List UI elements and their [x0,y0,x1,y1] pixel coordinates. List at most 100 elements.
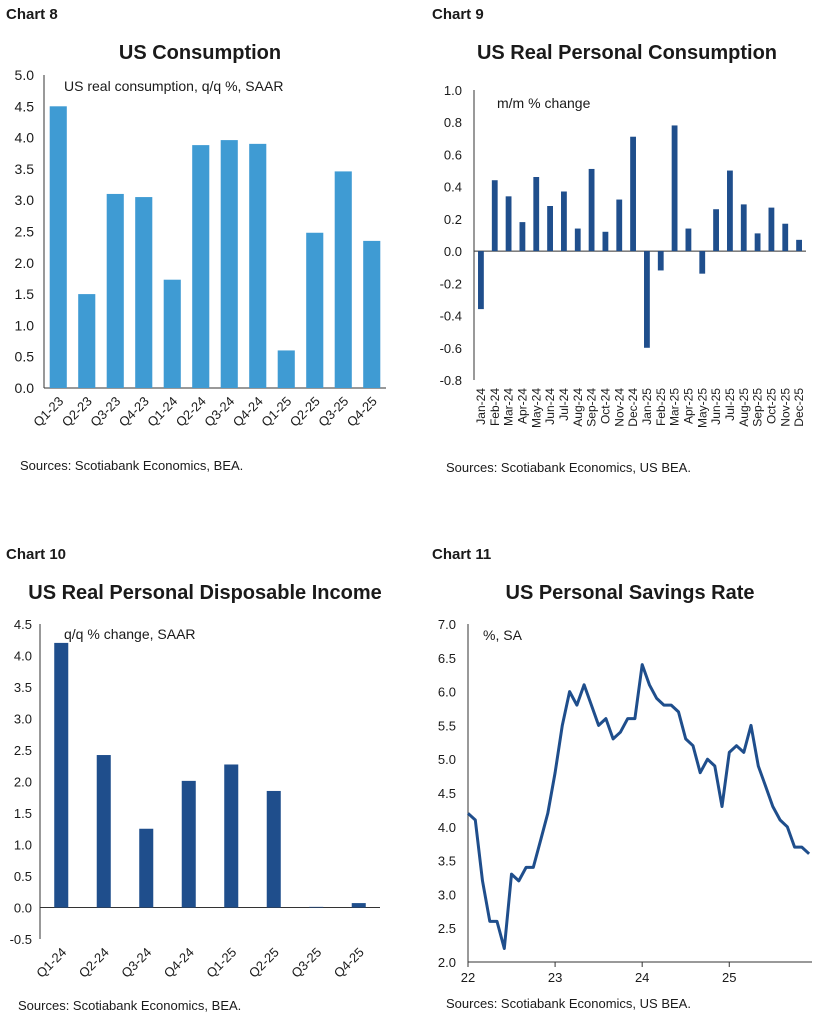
x-tick-label: Jul-25 [723,388,737,421]
bar [768,207,775,252]
chart-9-source: Sources: Scotiabank Economics, US BEA. [446,460,691,475]
x-tick-label: Nov-24 [612,388,626,427]
bar [519,222,526,252]
bar [54,642,69,908]
y-tick-label: 3.5 [15,161,35,177]
bar [478,251,484,310]
bar [533,177,540,252]
bar [139,828,154,908]
x-tick-label: Sep-24 [585,388,599,427]
x-tick-label: Q3-23 [87,394,123,430]
y-tick-label: 3.0 [14,712,32,727]
y-tick-label: 0.4 [444,180,462,195]
y-tick-label: 0.6 [444,147,462,162]
bar [224,764,239,908]
chart-11-source: Sources: Scotiabank Economics, US BEA. [446,996,691,1011]
bar [740,204,747,252]
y-tick-label: 3.0 [15,192,35,208]
y-tick-label: 0.5 [15,349,35,365]
bar [630,136,636,252]
y-tick-label: 5.5 [438,718,456,733]
y-tick-label: 1.5 [15,286,35,302]
y-tick-label: 0.0 [15,380,35,396]
x-tick-label: May-25 [695,388,709,428]
x-tick-label: Q1-23 [30,394,66,430]
x-tick-label: Jul-24 [557,388,571,421]
y-tick-label: 0.0 [444,244,462,259]
chart-8-title: US Consumption [118,42,282,64]
x-tick-label: Q1-25 [203,945,239,981]
x-tick-label: Sep-25 [751,388,765,427]
x-tick-label: Jan-25 [640,388,654,425]
y-tick-label: 0.2 [444,212,462,227]
bar [49,106,67,389]
x-tick-label: Q4-25 [331,945,367,981]
y-tick-label: 7.0 [438,617,456,632]
x-tick-label: Dec-25 [792,388,806,427]
y-tick-label: 5.0 [438,752,456,767]
series-line [466,663,811,950]
y-tick-label: 2.0 [14,775,32,790]
bar [713,209,719,252]
y-tick-label: 0.0 [14,901,32,916]
x-tick-label: Nov-25 [778,388,792,427]
y-tick-label: -0.4 [440,309,462,324]
bar [491,180,498,252]
x-tick-label: Dec-24 [626,388,640,427]
bar [727,170,733,252]
x-tick-label: 23 [548,970,562,985]
bar [96,755,111,908]
x-tick-label: Jan-24 [474,388,488,425]
x-tick-label: Q3-25 [315,394,351,430]
bar [644,251,650,348]
x-tick-label: Q3-24 [118,945,154,981]
y-tick-label: 1.0 [15,317,35,333]
bar [277,350,295,388]
bar [306,232,324,388]
bar [192,145,210,388]
x-tick-label: Q2-24 [76,945,112,981]
x-tick-label: Jun-25 [709,388,723,425]
x-tick-label: Oct-24 [598,388,612,424]
y-tick-label: 4.0 [438,820,456,835]
x-tick-label: 22 [461,970,475,985]
y-tick-label: 4.0 [14,649,32,664]
bar [266,790,281,908]
y-tick-label: 3.5 [14,680,32,695]
y-tick-label: 5.0 [15,67,35,83]
chart-10-label: Chart 10 [6,546,67,563]
bar [699,251,706,274]
bar [782,223,789,252]
bar [685,228,692,252]
chart-subtitle: m/m % change [497,95,591,111]
x-tick-label: Oct-25 [764,388,778,424]
y-tick-label: 1.5 [14,806,32,821]
bar [309,906,324,908]
x-tick-label: Mar-24 [502,388,516,426]
bar [796,239,802,252]
chart-8-label: Chart 8 [6,6,58,23]
x-tick-label: Q2-24 [173,394,209,430]
x-tick-label: Q4-24 [161,945,197,981]
bar [588,168,595,252]
x-tick-label: Q2-25 [287,394,323,430]
x-tick-label: 25 [722,970,736,985]
x-tick-label: Aug-25 [737,388,751,427]
y-tick-label: 4.5 [15,98,35,114]
x-tick-label: Apr-25 [681,388,695,424]
chart-subtitle: %, SA [483,627,523,643]
bar [351,903,366,908]
bar [602,231,609,252]
x-tick-label: Q1-24 [33,945,69,981]
y-tick-label: 6.0 [438,685,456,700]
y-tick-label: 4.5 [14,617,32,632]
x-tick-label: Aug-24 [571,388,585,427]
y-tick-label: 2.5 [15,224,35,240]
y-tick-label: 2.0 [438,955,456,970]
bar [616,199,623,252]
bar [505,196,512,252]
x-tick-label: Q1-24 [144,394,180,430]
